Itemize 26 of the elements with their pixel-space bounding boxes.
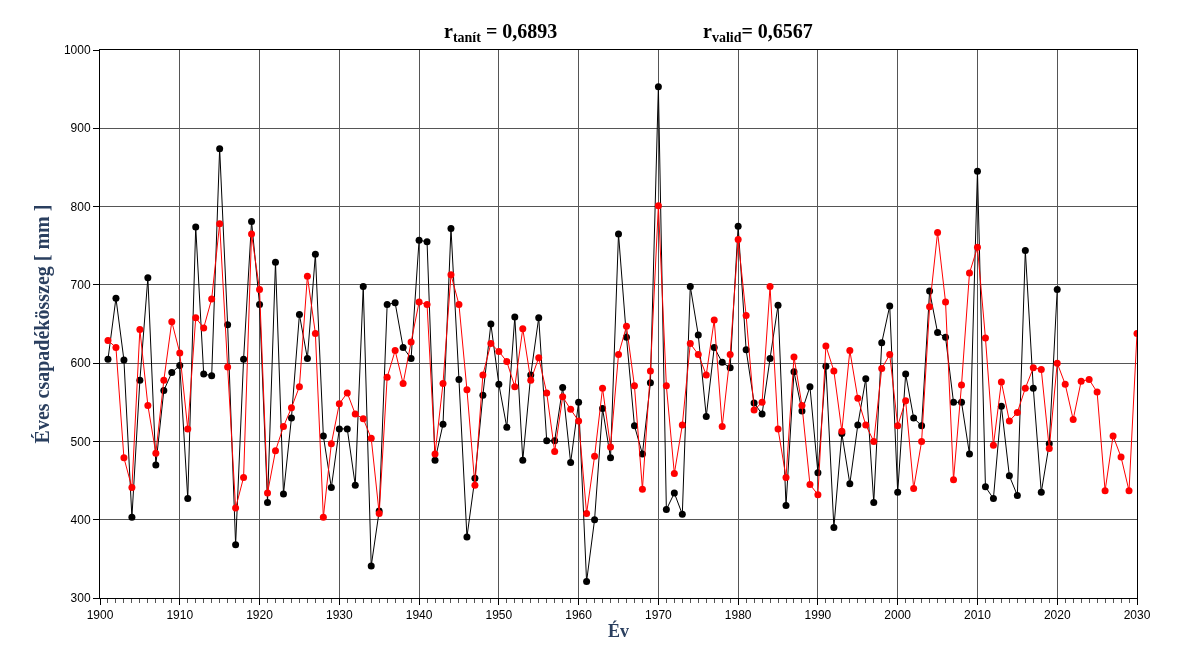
y-tick-label: 1000 [63,43,91,58]
y-tick-label: 300 [70,591,91,606]
x-tick-label: 1970 [645,608,673,623]
x-tick-label: 2030 [1123,608,1151,623]
y-tick-label: 900 [70,121,91,136]
x-tick-label: 1930 [325,608,353,623]
x-tick-label: 2000 [884,608,912,623]
y-tick-label: 700 [70,278,91,293]
text: r$_{valid}$= 0,6567 [703,20,813,46]
y-tick-label: 500 [70,434,91,449]
x-tick-label: 1990 [804,608,832,623]
y-tick-label: 600 [70,356,91,371]
x-tick-label: 2020 [1043,608,1071,623]
x-axis-title: Év [607,619,630,641]
x-tick-label: 1960 [565,608,593,623]
y-tick-label: 400 [70,512,91,527]
x-tick-label: 2010 [964,608,992,623]
x-tick-label: 1980 [724,608,752,623]
x-tick-label: 1920 [246,608,274,623]
x-tick-label: 1940 [405,608,433,623]
x-tick-label: 1950 [485,608,513,623]
text: r$_{tanít}$ = 0,6893 [444,20,558,46]
x-tick-label: 1900 [86,608,114,623]
y-axis-title: Éves csapadékösszeg [ mm ] [31,204,55,444]
x-tick-label: 1910 [166,608,194,623]
y-tick-label: 800 [70,199,91,214]
